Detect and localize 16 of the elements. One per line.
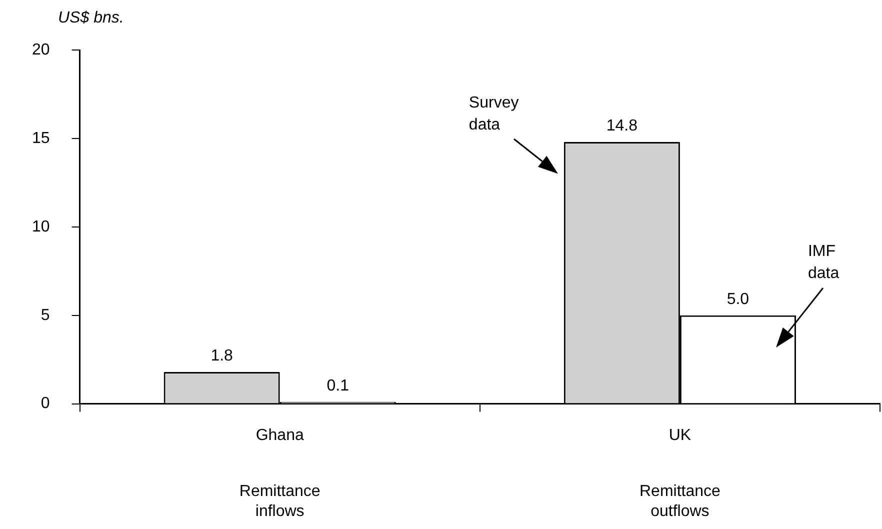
text: Remittance outflows — [639, 483, 721, 520]
x-tick-label: Ghana — [256, 426, 304, 444]
data-label: 0.1 — [326, 377, 350, 394]
y-tick-label: 10 — [32, 218, 50, 236]
y-tick-label: 0 — [40, 395, 50, 412]
text: Remittance inflows — [239, 483, 320, 520]
y-tick-label: 15 — [32, 130, 50, 147]
text: Survey data — [468, 94, 519, 134]
data-label: 5.0 — [726, 290, 750, 308]
y-axis-title: US$ bns. — [58, 9, 124, 26]
y-tick-label: 20 — [32, 41, 50, 58]
y-tick-label: 5 — [40, 306, 50, 324]
data-label: 1.8 — [210, 347, 234, 364]
x-tick-label: UK — [668, 426, 692, 444]
data-label: 14.8 — [606, 117, 638, 134]
text: IMF data — [808, 243, 840, 282]
